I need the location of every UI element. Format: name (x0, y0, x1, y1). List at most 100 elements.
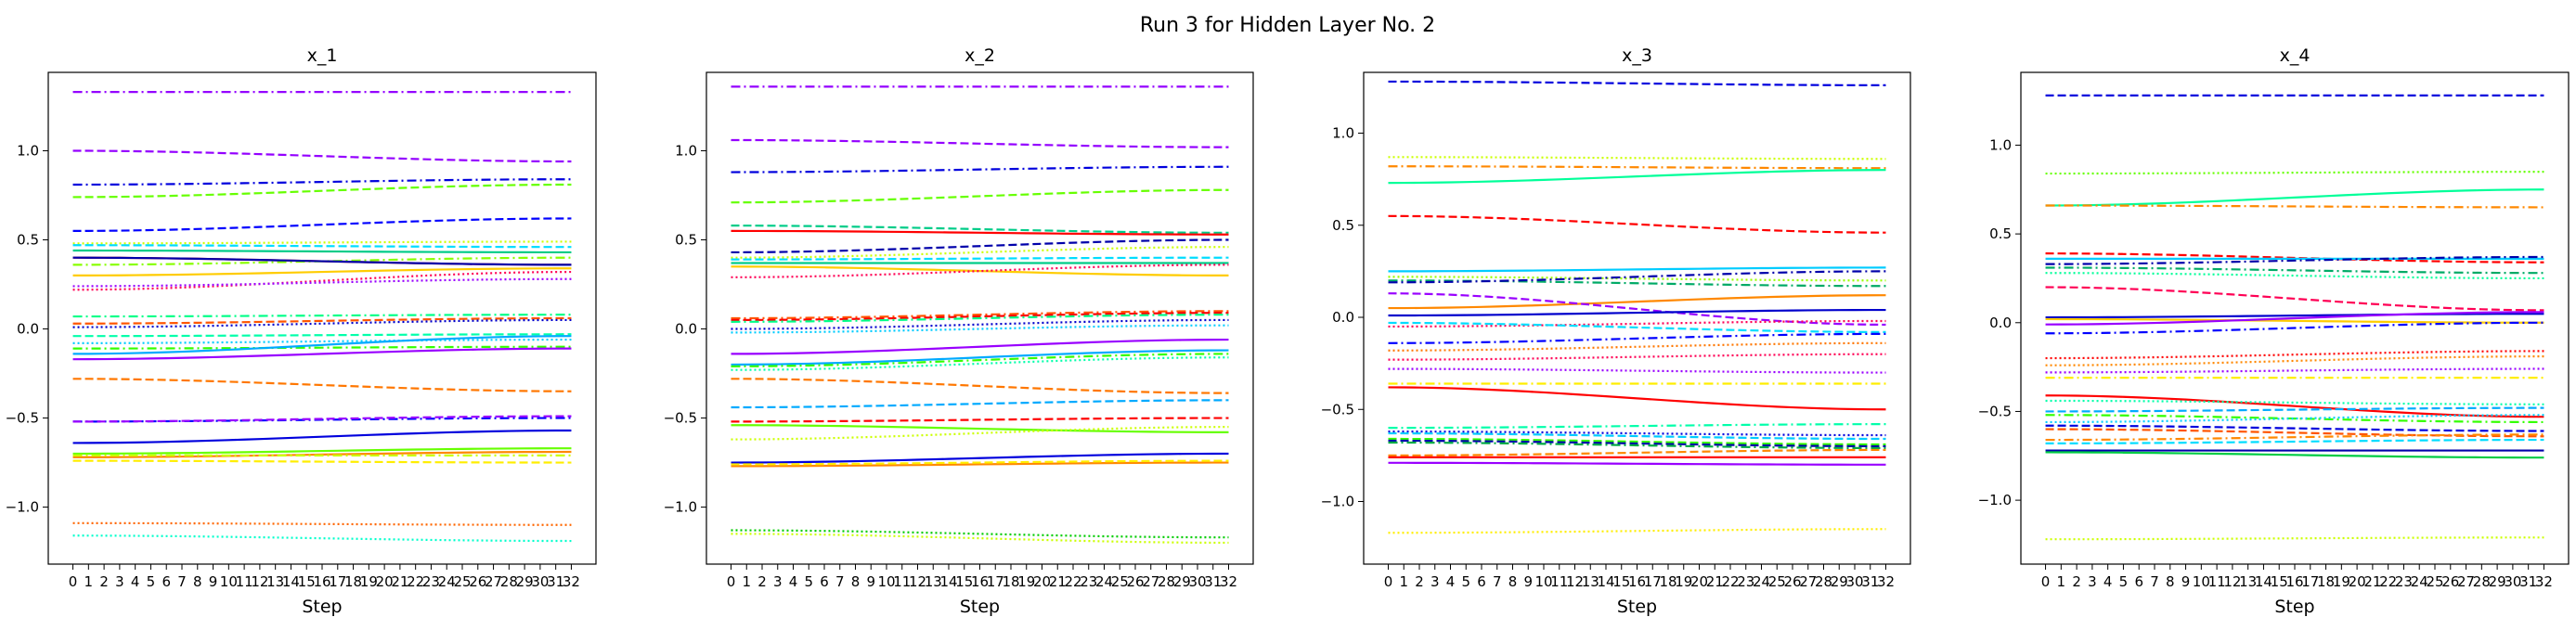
series-line-27 (731, 452, 1229, 464)
series-line-22 (72, 347, 572, 361)
x-tick-label: 18 (1002, 573, 1019, 590)
series-line-18 (72, 333, 572, 338)
y-tick-label: 1.0 (1989, 136, 2012, 153)
x-tick-label: 1 (84, 573, 94, 590)
x-tick-label: 32 (563, 573, 580, 590)
series-line-14 (72, 267, 572, 277)
x-tick-label: 15 (298, 573, 316, 590)
x-tick-label: 16 (313, 573, 330, 590)
x-tick-label: 26 (469, 573, 486, 590)
series-group (2045, 94, 2544, 541)
x-tick-label: 7 (1493, 573, 1502, 590)
x-tick-label: 6 (2134, 573, 2143, 590)
subplot-grid: x_10 1 2 3 4 5 6 7 8 9 101112131415161718192021222… (6, 45, 2570, 617)
series-line-9 (1388, 270, 1886, 284)
series-line-24 (731, 417, 1229, 423)
series-line-19 (72, 338, 572, 344)
y-tick-label: −0.5 (1321, 401, 1354, 418)
series-line-3 (1388, 165, 1886, 170)
x-tick-label: 5 (147, 573, 156, 590)
x-tick-label: 0 (2041, 573, 2051, 590)
x-tick-label: 14 (282, 573, 300, 590)
series-line-7 (72, 244, 572, 249)
series-line-25 (731, 424, 1229, 433)
series-line-19 (731, 349, 1229, 366)
x-tick-label: 30 (2504, 573, 2521, 590)
x-tick-label: 25 (453, 573, 471, 590)
x-tick-label: 20 (2349, 573, 2366, 590)
x-tick-label: 6 (820, 573, 829, 590)
series-line-14 (731, 312, 1229, 322)
series-line-7 (1388, 276, 1886, 282)
x-tick-label: 15 (955, 573, 973, 590)
x-tick-label: 3 (115, 573, 124, 590)
x-tick-label: 17 (1644, 573, 1662, 590)
x-tick-label: 26 (1126, 573, 1144, 590)
x-tick-label: 23 (2395, 573, 2413, 590)
x-tick-label: 1 (2057, 573, 2066, 590)
series-line-12 (1388, 308, 1886, 317)
x-tick-label: 0 (69, 573, 78, 590)
subplot-title: x_4 (2280, 45, 2311, 66)
x-tick-label: 12 (2223, 573, 2241, 590)
x-tick-label: 23 (1737, 573, 1754, 590)
x-tick-label: 12 (1566, 573, 1584, 590)
series-line-28 (731, 461, 1229, 468)
x-tick-label: 21 (1706, 573, 1724, 590)
x-tick-label: 7 (177, 573, 187, 590)
series-line-3 (2045, 188, 2544, 207)
x-tick-label: 8 (193, 573, 202, 590)
x-tick-label: 0 (727, 573, 736, 590)
series-line-22 (2045, 414, 2544, 424)
x-tick-label: 16 (1628, 573, 1646, 590)
x-tick-label: 19 (360, 573, 378, 590)
series-line-26 (1388, 441, 1886, 450)
series-line-20 (731, 353, 1229, 367)
series-line-21 (731, 356, 1229, 371)
x-tick-label: 30 (1188, 573, 1206, 590)
y-tick-label: 0.5 (17, 232, 39, 249)
y-tick-label: 0.0 (1332, 309, 1354, 326)
y-tick-label: −0.5 (664, 410, 697, 427)
x-tick-label: 27 (1799, 573, 1817, 590)
series-line-12 (731, 264, 1229, 278)
subplot-title: x_3 (1622, 45, 1652, 66)
x-tick-label: 30 (531, 573, 549, 590)
x-tick-label: 3 (2088, 573, 2097, 590)
series-line-29 (731, 459, 1229, 466)
x-tick-label: 14 (1597, 573, 1614, 590)
x-tick-label: 13 (2239, 573, 2257, 590)
y-tick-label: 1.0 (675, 142, 697, 159)
x-tick-label: 30 (1845, 573, 1863, 590)
x-tick-label: 29 (516, 573, 534, 590)
x-tick-label: 16 (971, 573, 989, 590)
y-tick-label: 0.0 (675, 321, 697, 338)
y-tick-label: −1.0 (1321, 494, 1354, 510)
x-tick-label: 11 (1550, 573, 1568, 590)
x-tick-label: 13 (925, 573, 942, 590)
x-tick-label: 2 (99, 573, 109, 590)
x-axis-label: Step (2274, 597, 2314, 617)
series-line-8 (72, 249, 572, 254)
subplot-4: x_40 1 2 3 4 5 6 7 8 9 101112131415161718192021222… (1978, 45, 2570, 617)
x-tick-label: 18 (2317, 573, 2335, 590)
x-tick-label: 11 (893, 573, 911, 590)
series-line-9 (2045, 272, 2544, 280)
series-line-21 (1388, 423, 1886, 430)
x-tick-label: 11 (2208, 573, 2226, 590)
series-line-26 (72, 429, 572, 444)
x-tick-label: 20 (1690, 573, 1708, 590)
x-tick-label: 21 (1049, 573, 1067, 590)
x-axis-label: Step (1617, 597, 1657, 617)
x-tick-label: 31 (2519, 573, 2537, 590)
series-line-23 (731, 399, 1229, 409)
x-tick-label: 9 (209, 573, 218, 590)
series-line-27 (1388, 448, 1886, 456)
series-line-10 (1388, 294, 1886, 310)
series-line-30 (731, 529, 1229, 539)
x-tick-label: 22 (1064, 573, 1081, 590)
x-tick-label: 4 (789, 573, 798, 590)
series-line-4 (731, 188, 1229, 204)
x-tick-label: 19 (1675, 573, 1692, 590)
